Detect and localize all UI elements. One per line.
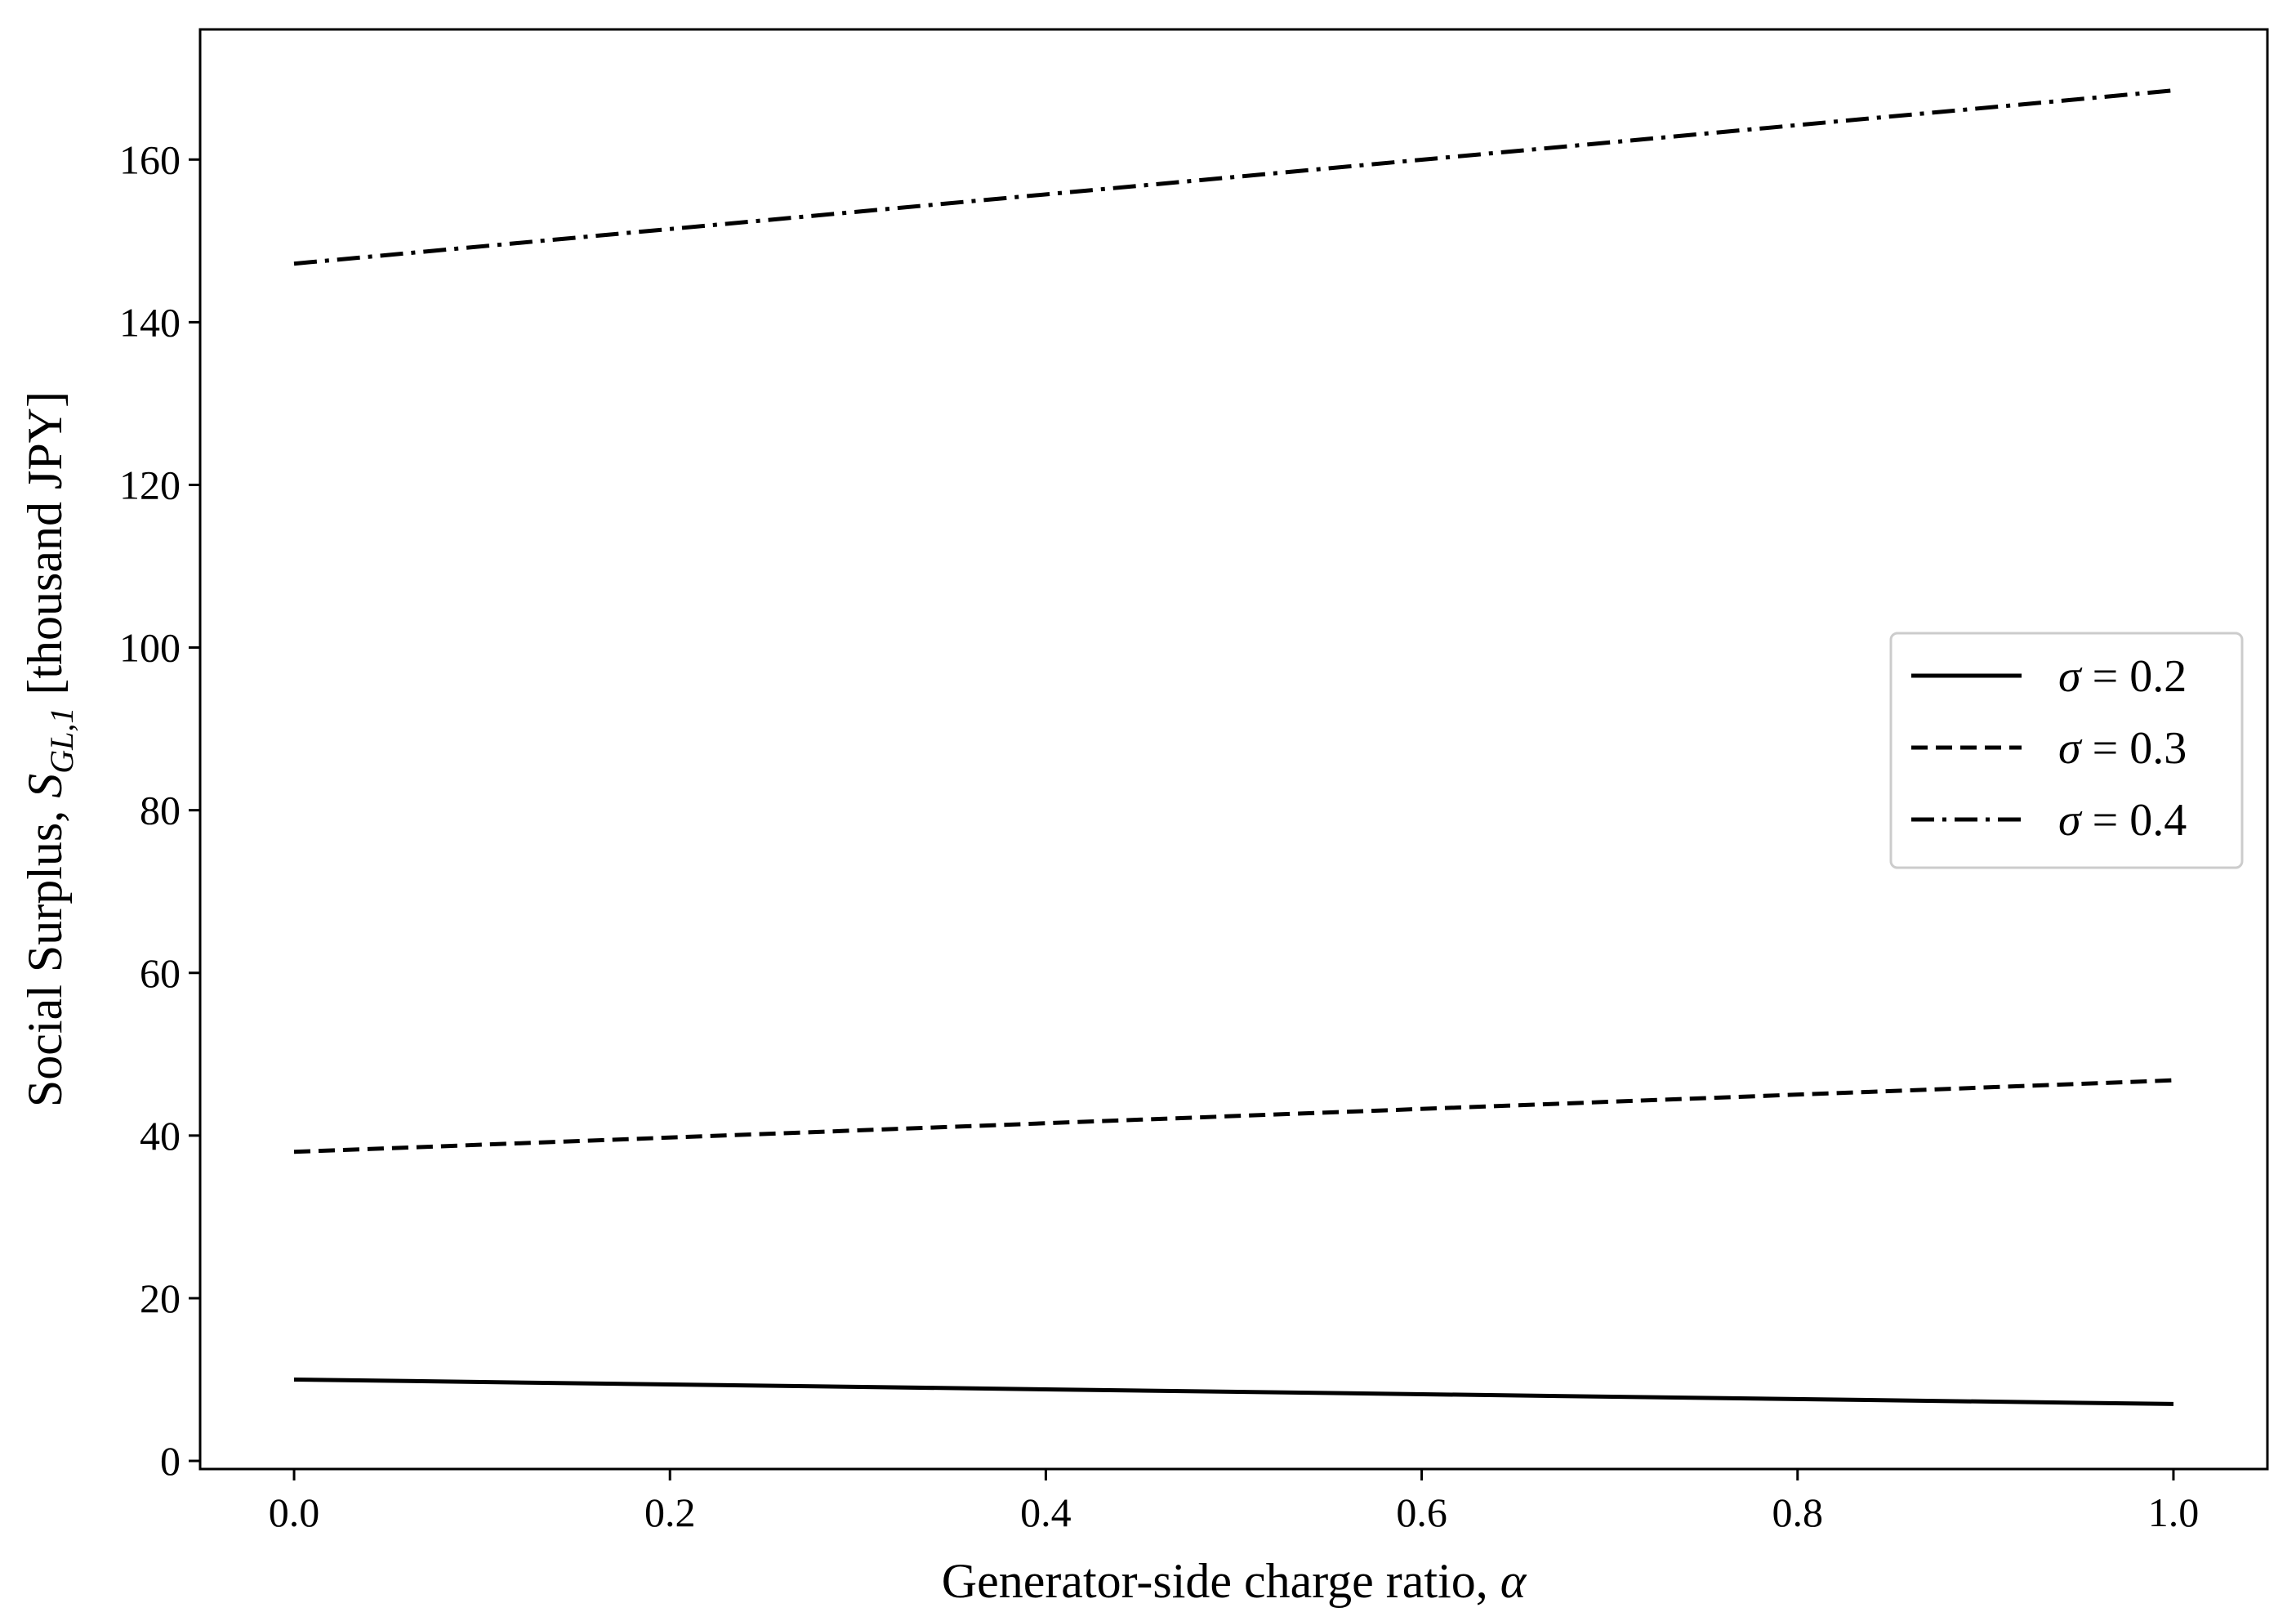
legend: σ = 0.2σ = 0.3σ = 0.4 bbox=[1889, 632, 2244, 869]
legend-label-3: σ = 0.4 bbox=[2058, 795, 2187, 846]
y-tick-label: 0 bbox=[160, 1438, 181, 1484]
y-axis-label: Social Surplus, SGL,1 [thousand JPY] bbox=[18, 391, 80, 1107]
x-tick-label: 1.0 bbox=[2148, 1489, 2200, 1535]
plot-frame bbox=[198, 28, 2269, 1471]
y-tick-label: 40 bbox=[140, 1113, 181, 1159]
series-line-1 bbox=[293, 1378, 2174, 1406]
y-tick-label: 80 bbox=[140, 788, 181, 833]
series-line-3 bbox=[293, 88, 2174, 266]
y-axis-label-unit: [thousand JPY] bbox=[18, 391, 72, 708]
legend-label-2: σ = 0.3 bbox=[2058, 723, 2187, 774]
legend-label-value: = 0.2 bbox=[2081, 651, 2187, 702]
x-axis-ticks: 0.0 0.2 0.4 0.6 0.8 1.0 bbox=[269, 1469, 2199, 1535]
y-tick-label: 120 bbox=[119, 462, 181, 507]
x-tick-label: 0.6 bbox=[1396, 1489, 1447, 1535]
x-tick-label: 0.4 bbox=[1020, 1489, 1072, 1535]
y-axis-label-symbol: S bbox=[18, 774, 72, 798]
y-tick-label: 20 bbox=[140, 1275, 181, 1321]
y-tick-label: 60 bbox=[140, 950, 181, 996]
legend-items: σ = 0.2σ = 0.3σ = 0.4 bbox=[1911, 651, 2187, 846]
y-axis-ticks: 0 20 40 60 80 100 120 140 160 bbox=[119, 136, 200, 1484]
plot-series-group bbox=[293, 88, 2174, 1406]
legend-label-value: = 0.3 bbox=[2081, 723, 2187, 774]
x-axis-label: Generator-side charge ratio, α bbox=[942, 1554, 1527, 1608]
y-tick-label: 100 bbox=[119, 625, 181, 671]
y-axis-label-subscript: GL,1 bbox=[43, 708, 80, 774]
x-axis-label-symbol: α bbox=[1500, 1554, 1527, 1608]
legend-label-symbol: σ bbox=[2058, 651, 2083, 702]
x-tick-label: 0.2 bbox=[644, 1489, 696, 1535]
x-tick-label: 0.0 bbox=[269, 1489, 320, 1535]
series-line-2 bbox=[293, 1078, 2174, 1154]
y-axis-label-text: Social Surplus, bbox=[18, 798, 72, 1107]
legend-label-1: σ = 0.2 bbox=[2058, 651, 2187, 702]
legend-label-symbol: σ bbox=[2058, 795, 2083, 846]
y-tick-label: 140 bbox=[119, 299, 181, 345]
legend-label-symbol: σ bbox=[2058, 723, 2083, 774]
legend-box bbox=[1889, 632, 2244, 869]
y-tick-label: 160 bbox=[119, 136, 181, 182]
legend-label-value: = 0.4 bbox=[2081, 795, 2187, 846]
x-tick-label: 0.8 bbox=[1772, 1489, 1824, 1535]
x-axis-label-text: Generator-side charge ratio, bbox=[942, 1554, 1500, 1608]
